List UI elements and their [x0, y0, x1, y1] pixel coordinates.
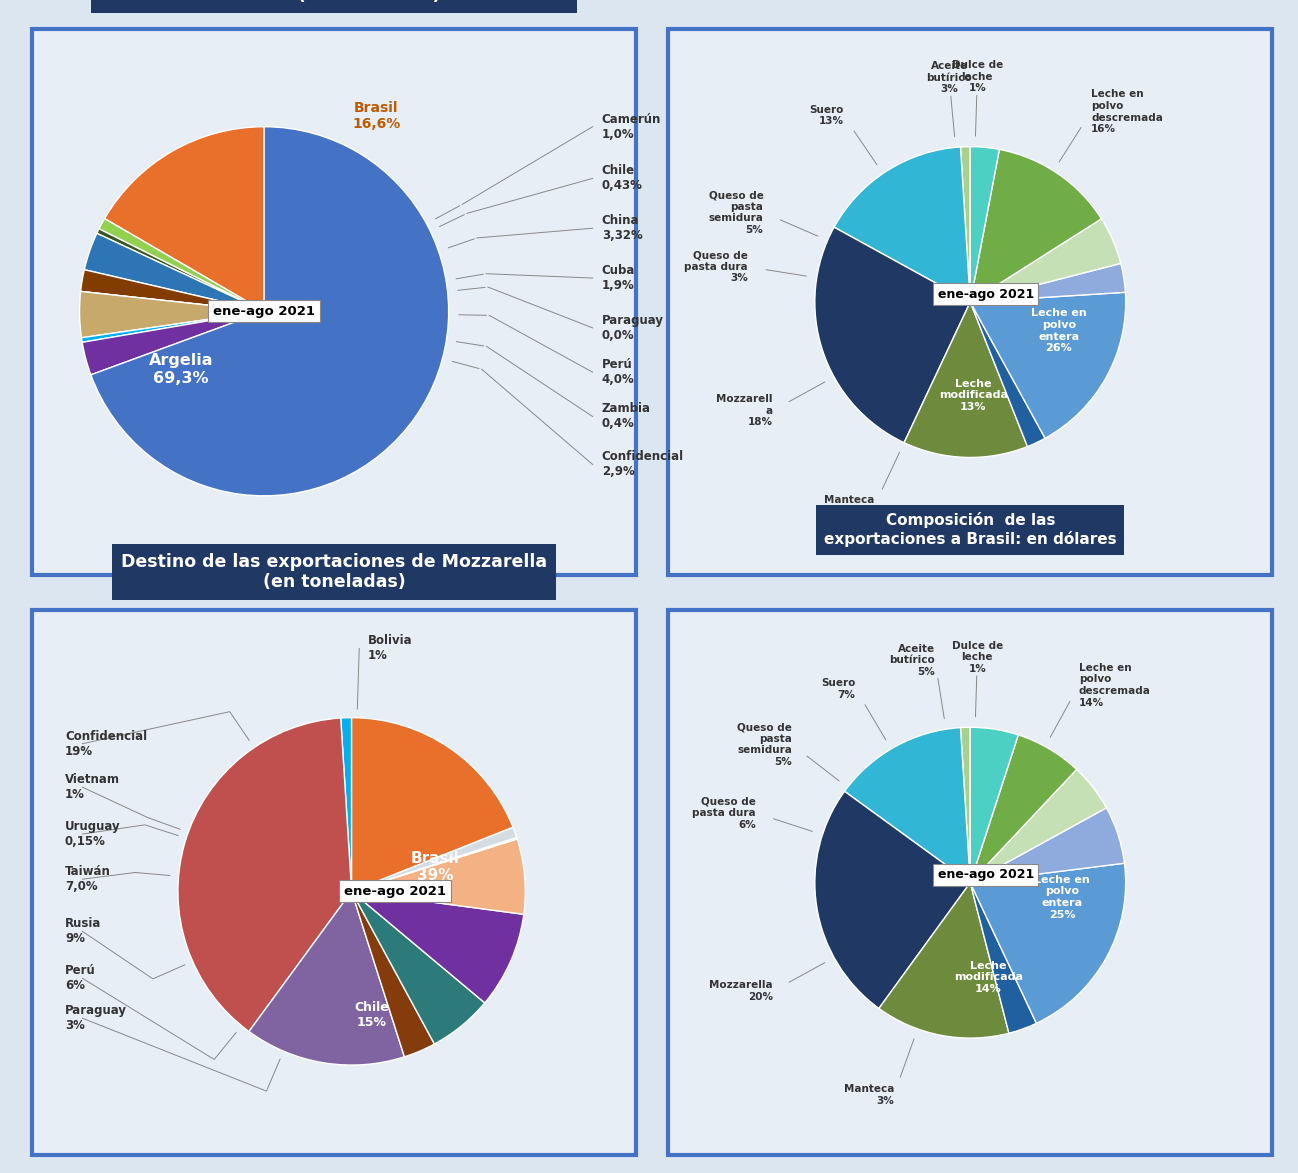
Text: Manteca
3%: Manteca 3%: [844, 1084, 894, 1105]
Text: Argelia
69,3%: Argelia 69,3%: [149, 353, 213, 386]
Text: Confidencial
19%: Confidencial 19%: [65, 730, 147, 758]
Text: Zambia
0,4%: Zambia 0,4%: [602, 402, 650, 430]
Wedge shape: [105, 127, 263, 311]
Text: Paraguay
0,0%: Paraguay 0,0%: [602, 314, 663, 341]
Text: Mozzarell
a
18%: Mozzarell a 18%: [716, 394, 772, 427]
Wedge shape: [97, 229, 263, 311]
Wedge shape: [80, 270, 263, 311]
Title: Composición  de las
exportaciones a Brasil: en dólares: Composición de las exportaciones a Brasi…: [824, 513, 1116, 547]
Wedge shape: [879, 882, 1009, 1038]
Wedge shape: [905, 303, 1028, 457]
Text: ene-ago 2021: ene-ago 2021: [937, 287, 1035, 300]
Wedge shape: [971, 882, 1036, 1033]
Wedge shape: [971, 769, 1106, 882]
Wedge shape: [971, 303, 1045, 447]
Wedge shape: [352, 827, 517, 891]
Text: Manteca
2%: Manteca 2%: [824, 495, 875, 517]
Text: Rusia
9%: Rusia 9%: [65, 917, 101, 945]
Text: Leche en
polvo
entera
26%: Leche en polvo entera 26%: [1031, 308, 1086, 353]
Text: Chile
0,43%: Chile 0,43%: [602, 164, 643, 192]
Text: Perú
4,0%: Perú 4,0%: [602, 358, 635, 386]
Wedge shape: [961, 727, 971, 882]
Text: ene-ago 2021: ene-ago 2021: [937, 868, 1035, 881]
Text: Aceite
butírico
3%: Aceite butírico 3%: [927, 61, 972, 94]
Wedge shape: [971, 808, 1124, 882]
Text: Queso de
pasta
semidura
5%: Queso de pasta semidura 5%: [737, 723, 792, 767]
Wedge shape: [352, 718, 513, 891]
Wedge shape: [971, 219, 1120, 303]
Text: Suero
7%: Suero 7%: [822, 678, 855, 699]
Text: Brasil
39%: Brasil 39%: [410, 850, 459, 883]
Text: Uruguay
0,15%: Uruguay 0,15%: [65, 820, 121, 848]
Wedge shape: [815, 228, 971, 442]
Text: Confidencial
2,9%: Confidencial 2,9%: [602, 450, 684, 479]
Text: Brasil
16,6%: Brasil 16,6%: [352, 101, 401, 131]
Wedge shape: [91, 127, 449, 496]
Wedge shape: [971, 292, 1125, 439]
Text: Bolivia
1%: Bolivia 1%: [367, 635, 413, 663]
Text: Aceite
butírico
5%: Aceite butírico 5%: [889, 644, 935, 677]
Text: Vietnam
1%: Vietnam 1%: [65, 773, 119, 801]
Text: Leche en
polvo
descremada
16%: Leche en polvo descremada 16%: [1092, 89, 1163, 134]
Wedge shape: [971, 264, 1125, 303]
Text: ene-ago 2021: ene-ago 2021: [344, 884, 447, 897]
Wedge shape: [971, 734, 1076, 882]
Wedge shape: [99, 218, 263, 311]
Wedge shape: [84, 233, 263, 311]
Wedge shape: [79, 291, 263, 338]
Text: Leche en
polvo
entera
25%: Leche en polvo entera 25%: [1035, 875, 1090, 920]
Wedge shape: [971, 149, 1102, 303]
Wedge shape: [82, 311, 263, 375]
Text: Paraguay
3%: Paraguay 3%: [65, 1004, 127, 1032]
Text: Leche en
polvo
descremada
14%: Leche en polvo descremada 14%: [1079, 663, 1151, 707]
Wedge shape: [352, 891, 484, 1044]
Text: Camerún
1,0%: Camerún 1,0%: [602, 113, 661, 141]
Wedge shape: [249, 891, 405, 1065]
Text: ene-ago 2021: ene-ago 2021: [213, 305, 315, 318]
Title: Destino de las exportaciones de Leche en Polvo
Entera (en toneladas): Destino de las exportaciones de Leche en…: [100, 0, 569, 5]
Wedge shape: [845, 727, 971, 882]
Wedge shape: [178, 718, 352, 1031]
Wedge shape: [971, 147, 999, 303]
Wedge shape: [352, 839, 526, 914]
Text: Queso de
pasta dura
3%: Queso de pasta dura 3%: [684, 250, 748, 284]
Text: Dulce de
leche
1%: Dulce de leche 1%: [951, 60, 1003, 94]
Wedge shape: [961, 147, 971, 303]
Wedge shape: [352, 838, 517, 891]
Wedge shape: [835, 147, 971, 303]
Wedge shape: [815, 792, 971, 1009]
Text: China
3,32%: China 3,32%: [602, 215, 643, 242]
Text: Chile
15%: Chile 15%: [354, 1001, 389, 1029]
Wedge shape: [971, 863, 1125, 1023]
Title: Destino de las exportaciones de Mozzarella
(en toneladas): Destino de las exportaciones de Mozzarel…: [121, 552, 548, 591]
Wedge shape: [971, 727, 1019, 882]
Wedge shape: [340, 718, 352, 891]
Wedge shape: [80, 291, 263, 311]
Text: Queso de
pasta dura
6%: Queso de pasta dura 6%: [692, 796, 755, 829]
Wedge shape: [82, 311, 263, 343]
Text: Taiwán
7,0%: Taiwán 7,0%: [65, 866, 110, 893]
Text: Dulce de
leche
1%: Dulce de leche 1%: [951, 640, 1003, 674]
Text: Suero
13%: Suero 13%: [809, 104, 844, 127]
Wedge shape: [352, 891, 524, 1003]
Text: Perú
6%: Perú 6%: [65, 964, 96, 992]
Text: Queso de
pasta
semidura
5%: Queso de pasta semidura 5%: [709, 190, 763, 235]
Text: Leche
modificada
13%: Leche modificada 13%: [938, 379, 1007, 412]
Text: Cuba
1,9%: Cuba 1,9%: [602, 264, 635, 292]
Text: Mozzarella
20%: Mozzarella 20%: [709, 981, 772, 1002]
Text: Leche
modificada
14%: Leche modificada 14%: [954, 961, 1023, 994]
Wedge shape: [352, 891, 435, 1057]
